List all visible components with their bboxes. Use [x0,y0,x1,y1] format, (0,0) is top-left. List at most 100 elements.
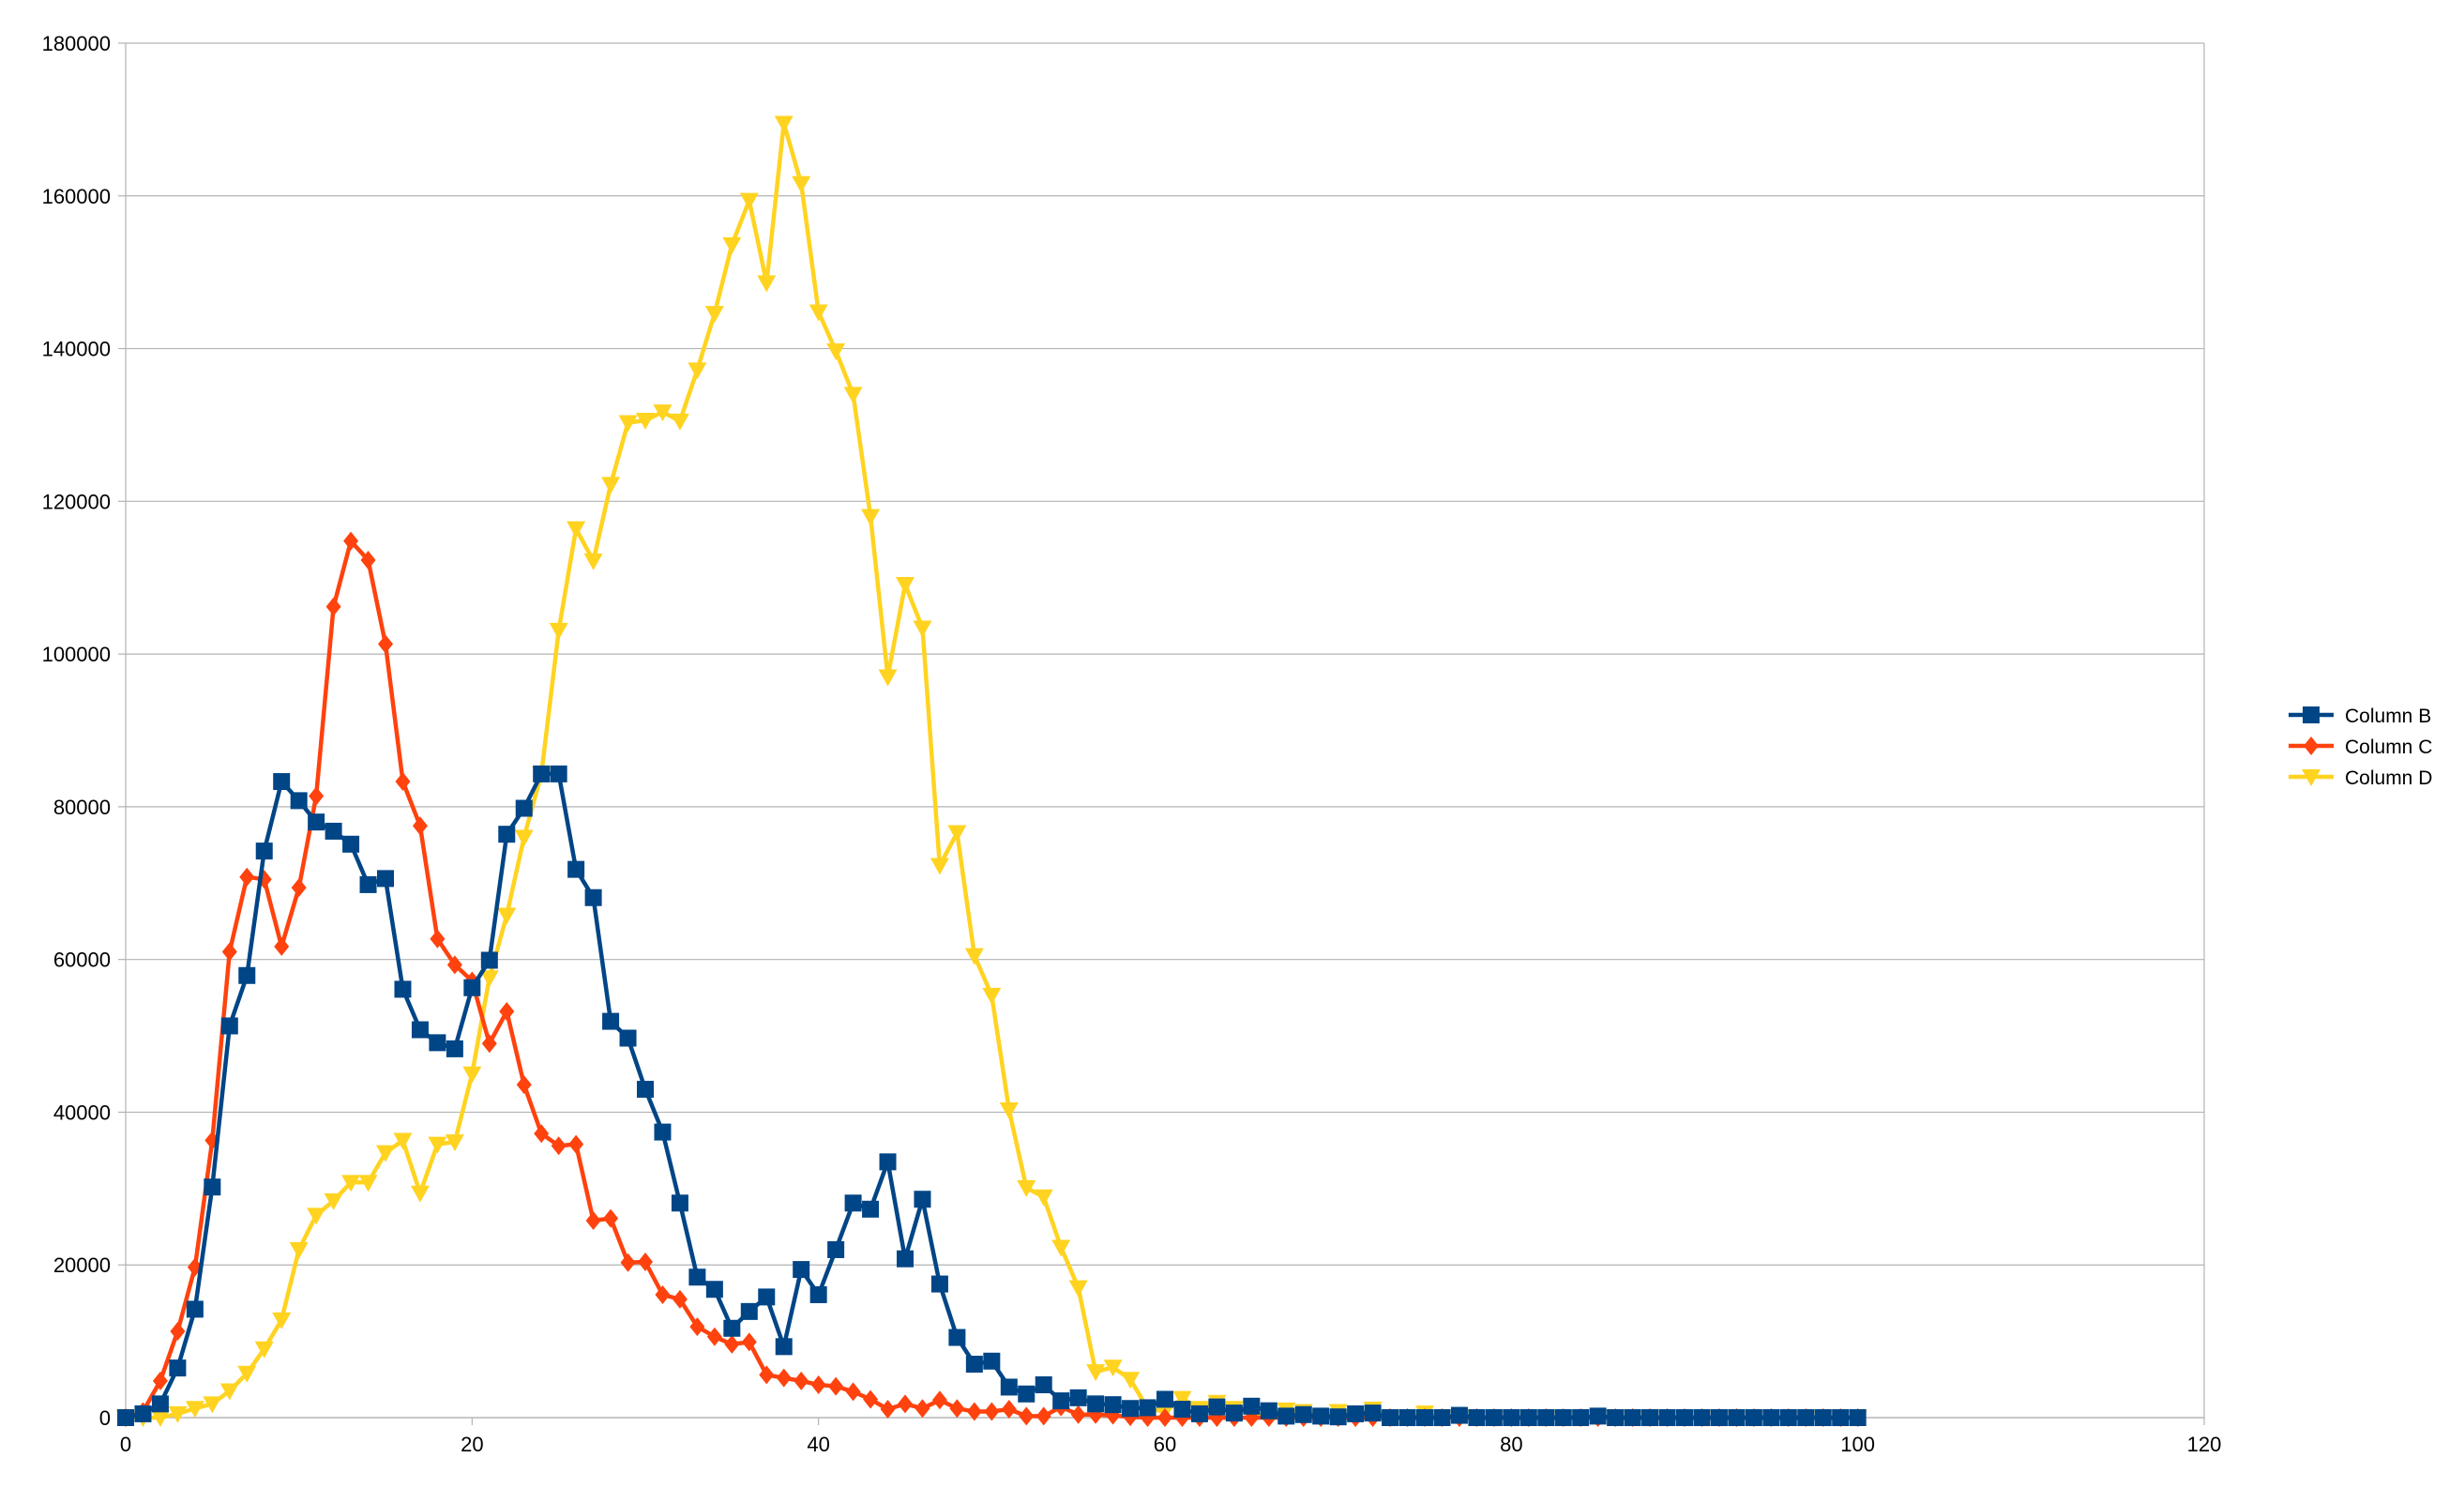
data-point-marker [481,1034,497,1054]
data-point-marker [430,929,446,949]
data-point-marker [393,1132,413,1150]
data-point-marker [479,970,499,988]
data-point-marker [949,1399,965,1419]
data-point-marker [273,773,291,791]
data-point-marker [185,1401,204,1419]
data-point-marker [1728,1409,1746,1426]
data-point-marker [1190,1404,1208,1422]
data-point-marker [378,634,393,654]
data-point-marker [724,1334,740,1354]
data-point-marker [1069,1389,1087,1406]
data-point-marker [134,1404,152,1422]
data-point-marker [1104,1396,1122,1414]
data-point-marker [739,192,759,210]
legend-item: Column C [2289,736,2432,758]
data-point-marker [947,825,967,843]
y-tick-label: 40000 [53,1101,111,1124]
data-point-marker [1485,1409,1503,1426]
data-point-marker [1052,1392,1070,1410]
data-point-marker [741,1332,757,1352]
data-point-marker [568,1134,584,1154]
data-point-marker [898,1394,913,1414]
data-point-marker [584,888,602,906]
data-point-marker [759,1365,775,1385]
data-point-marker [343,531,359,551]
data-point-marker [966,1402,982,1421]
data-point-marker [497,907,517,925]
data-point-marker [636,413,655,431]
data-point-marker [514,829,534,847]
data-point-marker [984,1402,1000,1421]
data-point-marker [1019,1406,1035,1426]
data-point-marker [896,577,915,595]
data-point-marker [601,477,621,494]
data-point-marker [775,1338,793,1356]
data-point-marker [688,1268,706,1286]
data-point-marker [516,1075,532,1095]
data-point-marker [515,799,533,817]
data-point-marker [826,342,846,360]
data-point-marker [722,236,742,254]
data-point-marker [1277,1407,1295,1425]
data-point-marker [827,1240,845,1258]
data-point-marker [550,765,567,782]
data-point-marker [325,597,341,616]
data-point-marker [567,860,585,878]
data-point-marker [1797,1409,1815,1426]
data-point-marker [1519,1409,1537,1426]
x-tick-label: 40 [807,1433,829,1456]
data-point-marker [1554,1409,1572,1426]
data-point-marker [1070,1404,1086,1424]
data-point-marker [704,306,724,324]
data-point-marker [619,1029,637,1047]
data-point-marker [463,979,481,996]
data-point-marker [844,1194,862,1212]
data-point-marker [219,1383,239,1401]
data-point-marker [792,175,811,193]
data-point-marker [897,1250,914,1268]
data-point-marker [758,1288,776,1306]
data-point-marker [272,1312,292,1329]
y-tick-label: 80000 [53,796,111,819]
y-tick-label: 160000 [42,185,111,208]
data-point-marker [1329,1408,1347,1426]
data-point-marker [291,878,307,898]
y-tick-label: 60000 [53,949,111,972]
data-point-marker [1294,1405,1312,1423]
data-point-marker [982,987,1002,1005]
data-point-marker [983,1352,1001,1370]
data-point-marker [324,1192,343,1210]
data-point-marker [1173,1401,1191,1419]
data-point-marker [637,1081,654,1099]
data-point-marker [1035,1406,1051,1426]
data-point-marker [1139,1399,1156,1417]
data-point-marker [498,826,516,843]
data-point-marker [446,955,462,975]
data-point-marker [360,551,376,570]
y-tick-label: 0 [99,1406,111,1430]
data-point-marker [1018,1385,1035,1403]
data-point-marker [168,1405,188,1423]
data-point-marker [1000,1378,1018,1396]
data-point-marker [585,1211,601,1231]
data-point-marker [914,1191,931,1208]
data-point-marker [170,1322,186,1342]
data-point-marker [307,1207,326,1225]
data-point-marker [1433,1409,1451,1426]
data-point-marker [1243,1397,1261,1415]
data-point-marker [410,1185,430,1203]
x-tick-label: 100 [1840,1433,1875,1456]
data-point-marker [1208,1398,1226,1416]
x-tick-label: 60 [1154,1433,1176,1456]
y-tick-label: 120000 [42,490,111,513]
data-point-marker [809,1285,827,1303]
data-point-marker [913,620,932,638]
legend-marker [2302,769,2320,786]
data-point-marker [964,948,984,965]
data-point-marker [377,870,394,888]
data-point-marker [1607,1409,1625,1426]
data-point-marker [533,765,551,782]
data-point-marker [1312,1407,1330,1425]
data-point-marker [618,415,638,433]
